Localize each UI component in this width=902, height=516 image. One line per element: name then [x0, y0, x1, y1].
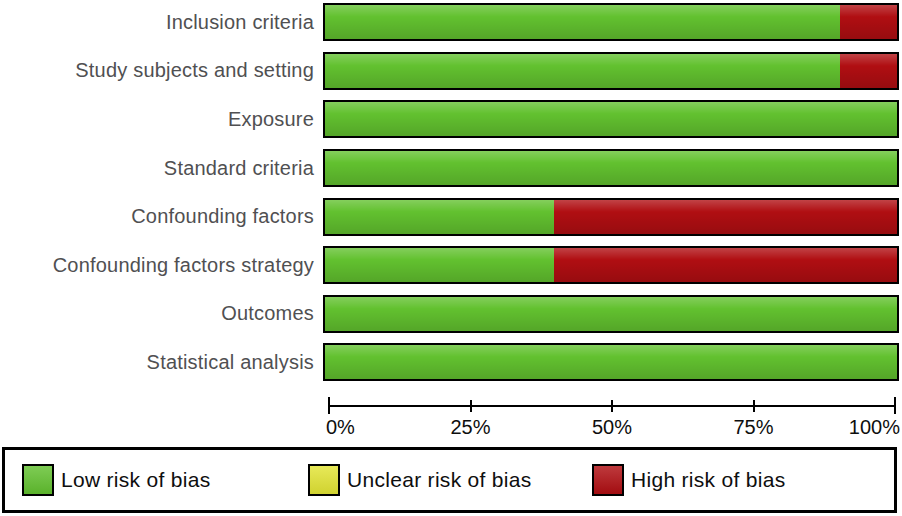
- category-label: Confounding factors: [0, 205, 323, 228]
- bar-segment-low: [325, 151, 897, 185]
- bar: [323, 3, 899, 41]
- bar: [323, 246, 899, 284]
- x-axis-tick: [611, 400, 613, 412]
- bar-segment-low: [325, 5, 840, 39]
- chart-row: Confounding factors: [0, 192, 902, 241]
- x-axis-tick: [328, 397, 330, 414]
- legend-label: Low risk of bias: [61, 468, 211, 492]
- x-axis-tick-label: 100%: [849, 416, 900, 439]
- bar-segment-high: [554, 200, 897, 234]
- category-label: Standard criteria: [0, 157, 323, 180]
- category-label: Outcomes: [0, 302, 323, 325]
- bar: [323, 343, 899, 381]
- x-axis-tick-label: 25%: [450, 416, 490, 439]
- bar: [323, 100, 899, 138]
- chart-row: Outcomes: [0, 290, 902, 339]
- x-axis-tick: [753, 400, 755, 412]
- bar-segment-low: [325, 345, 897, 379]
- chart-row: Inclusion criteria: [0, 0, 902, 47]
- bar-segment-high: [554, 248, 897, 282]
- bar: [323, 198, 899, 236]
- chart-row: Standard criteria: [0, 144, 902, 193]
- category-label: Statistical analysis: [0, 351, 323, 374]
- bar-segment-high: [840, 54, 897, 88]
- bar: [323, 295, 899, 333]
- x-axis: 0%25%50%75%100%: [329, 405, 895, 445]
- x-axis-tick: [894, 397, 896, 414]
- bar-segment-low: [325, 102, 897, 136]
- legend-swatch-unclear: [308, 464, 340, 496]
- x-axis-tick-label: 75%: [733, 416, 773, 439]
- legend-item-high: High risk of bias: [592, 464, 786, 496]
- bar-segment-low: [325, 54, 840, 88]
- bar-segment-low: [325, 297, 897, 331]
- bar: [323, 52, 899, 90]
- category-label: Confounding factors strategy: [0, 254, 323, 277]
- bar-rows: Inclusion criteria Study subjects and set…: [0, 0, 902, 387]
- x-axis-tick-label: 50%: [592, 416, 632, 439]
- chart-row: Confounding factors strategy: [0, 241, 902, 290]
- category-label: Study subjects and setting: [0, 59, 323, 82]
- legend-swatch-high: [592, 464, 624, 496]
- legend: Low risk of bias Unclear risk of bias High…: [2, 447, 897, 513]
- legend-label: High risk of bias: [631, 468, 786, 492]
- bar-segment-low: [325, 248, 554, 282]
- legend-item-unclear: Unclear risk of bias: [308, 464, 532, 496]
- chart-row: Exposure: [0, 95, 902, 144]
- chart-row: Statistical analysis: [0, 338, 902, 387]
- x-axis-tick: [470, 400, 472, 412]
- category-label: Inclusion criteria: [0, 11, 323, 34]
- bar: [323, 149, 899, 187]
- category-label: Exposure: [0, 108, 323, 131]
- legend-item-low: Low risk of bias: [22, 464, 211, 496]
- risk-of-bias-chart: Inclusion criteria Study subjects and set…: [0, 0, 902, 516]
- chart-row: Study subjects and setting: [0, 47, 902, 96]
- legend-swatch-low: [22, 464, 54, 496]
- bar-segment-high: [840, 5, 897, 39]
- bar-segment-low: [325, 200, 554, 234]
- legend-label: Unclear risk of bias: [347, 468, 532, 492]
- x-axis-tick-label: 0%: [326, 416, 355, 439]
